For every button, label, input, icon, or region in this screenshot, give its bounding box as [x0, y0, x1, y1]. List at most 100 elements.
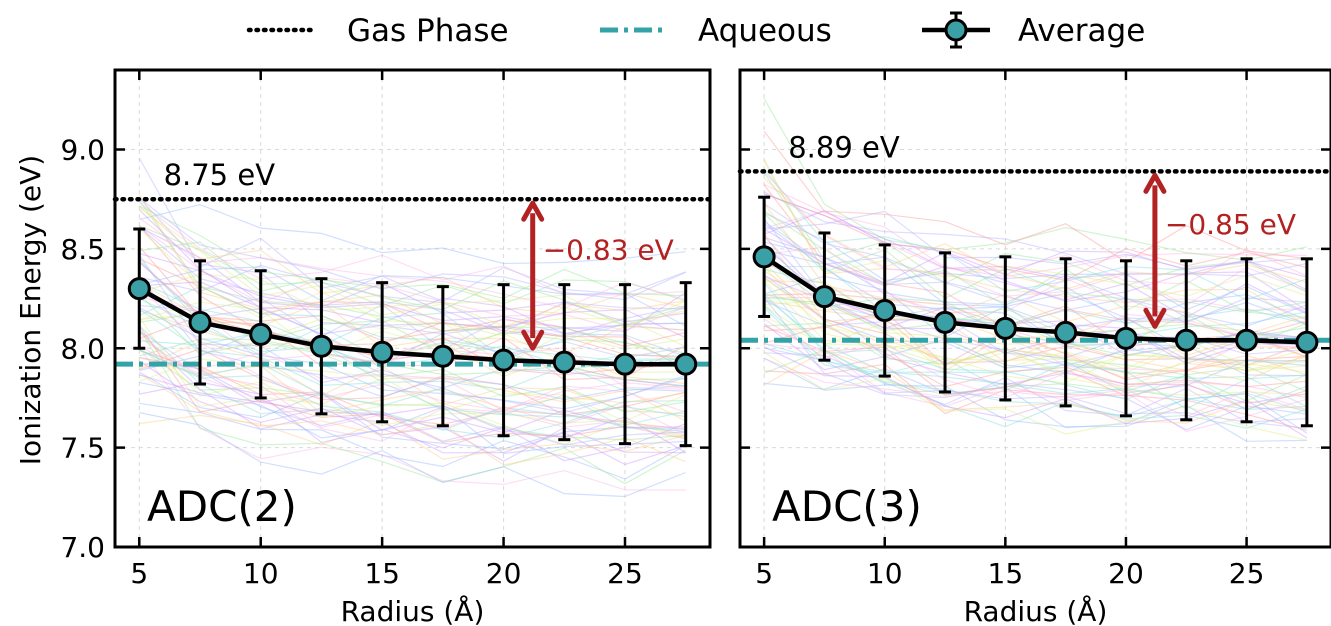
panel-adc3-trajectory-line [763, 305, 1307, 374]
panel-adc3-average-point [873, 298, 897, 322]
panel-adc2-trajectory-line [138, 276, 686, 401]
panel-adc3-trajectory-line [763, 203, 1307, 324]
panel-adc3-trajectory-line [763, 347, 1307, 423]
panel-adc3-trajectory-line [764, 343, 1308, 432]
panel-adc3-trajectory-line [763, 168, 1308, 301]
panel-adc3-trajectory-line [763, 171, 1308, 307]
panel-adc3-trajectory-line [763, 158, 1308, 327]
panel-adc3-x-axis-title: Radius (Å) [964, 594, 1108, 626]
panel-adc2-trajectory-line [139, 297, 686, 358]
panel-adc2-frame [113, 68, 712, 549]
panel-adc3-trajectory-line [763, 193, 1308, 291]
panel-adc2-trajectory-line [138, 197, 686, 301]
panel-adc3-average-point [1295, 330, 1319, 354]
panel-adc3-trajectory-line [763, 299, 1308, 379]
panel-adc2-trajectory-line [139, 381, 686, 462]
panel-adc3-trajectory-line [763, 282, 1308, 411]
panel-adc2-trajectory-line [139, 402, 686, 480]
panel-adc2-x-tick-label: 20 [486, 557, 522, 590]
panel-adc2-trajectory-line [138, 328, 686, 485]
panel-adc2-trajectory-line [139, 363, 686, 430]
legend-item-aqueous: Aqueous [600, 13, 832, 49]
panel-adc3-average-point [993, 316, 1017, 340]
panel-adc2-trajectory-line [138, 348, 686, 441]
panel-adc2-x-tick-label: 15 [364, 557, 400, 590]
panel-adc2-trajectory-line [138, 330, 686, 466]
panel-adc3-trajectory-line [763, 350, 1307, 424]
panel-adc2-trajectory-line [139, 338, 686, 381]
panel-adc2-trajectory-line [138, 360, 686, 462]
panel-adc2-trajectory-line [139, 282, 686, 355]
panel-adc3-trajectory-line [763, 130, 1307, 263]
panel-adc2-shift-arrow-head-bottom [521, 329, 545, 351]
panel-adc3-trajectory-line [763, 249, 1308, 325]
panel-adc3-shift-label: −0.85 eV [1165, 208, 1296, 241]
panel-adc3-trajectory-line [763, 193, 1308, 282]
panel-adc3-trajectory-line [763, 183, 1307, 278]
panel-adc3-x-tick-label: 5 [755, 557, 773, 590]
panel-adc2-trajectory-line [139, 273, 686, 348]
panel-adc2-trajectory-line [139, 381, 686, 455]
panel-adc3-trajectory-line [764, 363, 1308, 431]
panel-adc2-trajectory-line [138, 330, 686, 445]
panel-adc3-trajectory-line [763, 212, 1307, 313]
panel-adc2-trajectory-line [138, 199, 686, 354]
panel-adc3-shift-arrow-head-top [1143, 172, 1167, 194]
panel-adc2-trajectory-line [139, 350, 686, 422]
panel-adc3-trajectory-line [763, 191, 1308, 277]
panel-adc3-trajectory-line [764, 292, 1308, 358]
panel-adc2-trajectory-line [138, 226, 686, 335]
panel-adc2-trajectory-line [138, 207, 686, 329]
panel-adc2-trajectory-line [139, 289, 686, 388]
panel-adc2-trajectory-line [138, 347, 686, 491]
panel-adc2-trajectory-line [138, 325, 686, 439]
panel-adc3-trajectory-line [763, 296, 1307, 431]
panel-adc3-trajectory-line [763, 351, 1308, 441]
panel-adc2-x-tick-label: 10 [243, 557, 279, 590]
panel-adc3-average-point [1235, 328, 1259, 352]
panel-adc2-trajectory-line [139, 226, 687, 333]
panel-adc2-trajectory-line [138, 336, 686, 442]
panel-adc2-x-axis-title: Radius (Å) [341, 594, 485, 626]
panel-adc2-average-point [492, 348, 516, 372]
panel-adc2-trajectory-line [139, 329, 686, 389]
panel-adc3-trajectory-line [763, 307, 1307, 410]
panel-adc3-trajectory-line [763, 172, 1308, 293]
panel-adc2-trajectory-line [139, 356, 686, 434]
panel-adc3-trajectory-line [763, 210, 1307, 319]
legend-aqueous-label: Aqueous [698, 13, 832, 49]
panel-adc2-trajectory-line [138, 246, 686, 359]
panel-adc2-average-point [188, 310, 212, 334]
panel-adc2-trajectory-line [139, 225, 686, 307]
panel-adc2-average-point [552, 350, 576, 374]
panel-adc2-y-tick-label: 9.0 [60, 134, 105, 167]
panel-adc2-average-point [249, 322, 273, 346]
panel-adc3-trajectory-line [763, 236, 1307, 364]
panel-adc3-trajectory-line [763, 315, 1307, 390]
panel-adc2-trajectory-line [139, 346, 686, 435]
panel-adc2-trajectory-line [139, 264, 686, 333]
panel-adc2-y-tick-label: 8.0 [60, 332, 105, 365]
panel-adc2-trajectory-line [139, 412, 686, 498]
panel-adc2-y-tick-label: 7.5 [60, 432, 105, 465]
panel-adc3-trajectory-line [764, 352, 1307, 429]
panel-adc2-trajectory-line [138, 202, 686, 296]
panel-adc2-trajectory-line [138, 308, 686, 418]
panel-adc2-trajectory-line [138, 197, 686, 337]
panel-adc2-trajectory-line [139, 374, 687, 454]
panel-adc3-trajectory-line [763, 357, 1307, 442]
panel-adc2-trajectory-line [139, 340, 686, 415]
panel-adc3-trajectory-line [764, 368, 1308, 434]
panel-adc2-trajectory-line [138, 330, 686, 446]
panel-adc3-trajectory-line [763, 323, 1307, 405]
panel-adc2-trajectory-line [139, 307, 686, 410]
panel-adc2-trajectory-line [138, 225, 686, 332]
panel-adc3-trajectory-line [763, 277, 1308, 367]
legend-average-label: Average [1018, 13, 1145, 49]
panel-adc3-trajectory-line [764, 299, 1308, 370]
legend-average-marker [944, 18, 968, 42]
panel-adc3-trajectory-line [764, 246, 1307, 314]
panel-adc3-method-label: ADC(3) [772, 482, 922, 531]
panel-adc2-trajectory-line [139, 349, 686, 431]
